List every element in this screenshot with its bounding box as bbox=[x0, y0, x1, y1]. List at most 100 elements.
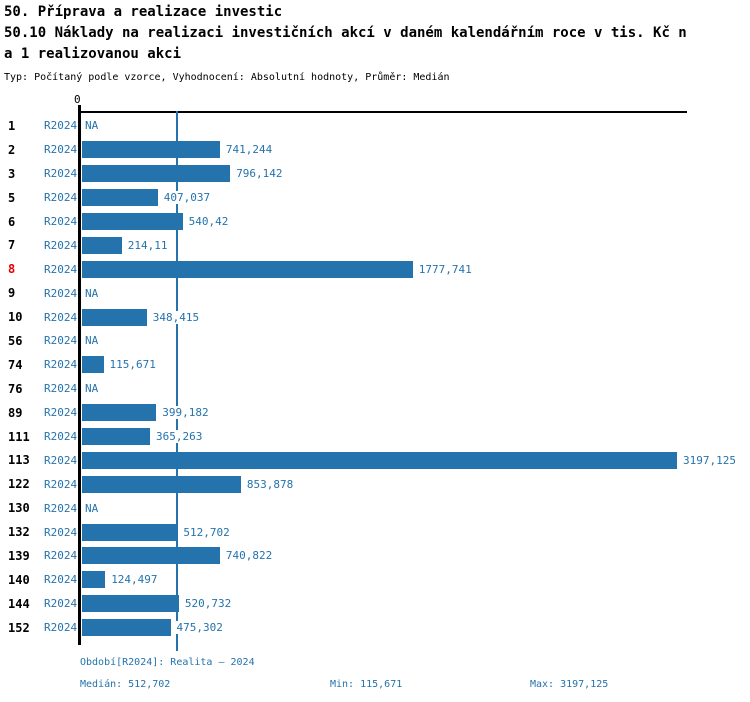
row-period-label: R2024 bbox=[44, 215, 78, 228]
chart-row: 144 R2024 520,732 bbox=[0, 592, 750, 616]
row-period-label: R2024 bbox=[44, 262, 78, 276]
chart-row: 3 R2024 796,142 bbox=[0, 162, 750, 186]
row-category-label: 152 bbox=[8, 620, 30, 635]
chart-row: 74 R2024 115,671 bbox=[0, 353, 750, 377]
row-bar-zone: 115,671 bbox=[80, 353, 750, 377]
row-bar-zone: 853,878 bbox=[80, 472, 750, 496]
row-category-label: 3 bbox=[8, 166, 16, 181]
row-bar-zone: NA bbox=[80, 114, 750, 138]
row-period-label: R2024 bbox=[44, 167, 78, 181]
bar-value-label: 853,878 bbox=[245, 477, 295, 491]
bar-value-label: 3197,125 bbox=[682, 453, 737, 467]
chart-row: 2 R2024 741,244 bbox=[0, 138, 750, 162]
row-bar-zone: 540,42 bbox=[80, 210, 750, 234]
stat-median: Medián: 512,702 bbox=[80, 679, 171, 690]
bar-value-label: 407,037 bbox=[162, 191, 212, 205]
row-category-label: 10 bbox=[8, 310, 23, 325]
value-bar bbox=[82, 475, 241, 493]
bar-value-label: 740,822 bbox=[224, 549, 274, 563]
row-category-label: 130 bbox=[8, 501, 30, 516]
row-bar-zone: 741,244 bbox=[80, 138, 750, 162]
bar-value-label: 365,263 bbox=[155, 430, 204, 444]
value-bar bbox=[82, 571, 106, 589]
row-period-label: R2024 bbox=[44, 382, 78, 396]
chart-row: 76 R2024 NA bbox=[0, 377, 750, 401]
row-category-label: 113 bbox=[8, 453, 30, 468]
row-bar-zone: 796,142 bbox=[80, 162, 750, 186]
y-axis-line bbox=[78, 105, 81, 645]
indicator-title-line-2: a 1 realizovanou akci bbox=[4, 46, 182, 62]
value-bar bbox=[82, 451, 677, 469]
x-axis-line bbox=[80, 111, 687, 113]
chart-row: 7 R2024 214,11 bbox=[0, 233, 750, 257]
row-bar-zone: 124,497 bbox=[80, 568, 750, 592]
indicator-title-line-1: 50.10 Náklady na realizaci investičních … bbox=[4, 25, 687, 41]
row-period-label: R2024 bbox=[44, 238, 78, 252]
row-period-label: R2024 bbox=[44, 119, 78, 133]
row-category-label: 5 bbox=[8, 190, 16, 205]
chart-row: 10 R2024 348,415 bbox=[0, 305, 750, 329]
row-category-label: 9 bbox=[8, 286, 16, 301]
value-bar bbox=[82, 595, 179, 613]
na-label: NA bbox=[84, 286, 100, 300]
row-bar-zone: NA bbox=[80, 377, 750, 401]
value-bar bbox=[82, 547, 220, 565]
row-period-label: R2024 bbox=[44, 334, 78, 348]
chart-row: 89 R2024 399,182 bbox=[0, 401, 750, 425]
bar-value-label: 348,415 bbox=[151, 310, 201, 324]
median-reference-line bbox=[176, 111, 178, 651]
stat-min: Min: 115,671 bbox=[330, 679, 403, 690]
value-bar bbox=[82, 356, 104, 374]
bar-value-label: 475,302 bbox=[175, 621, 224, 635]
bar-value-label: 115,671 bbox=[108, 358, 157, 372]
bar-value-label: 124,497 bbox=[110, 573, 159, 587]
row-bar-zone: 365,263 bbox=[80, 425, 750, 449]
chart-row: 56 R2024 NA bbox=[0, 329, 750, 353]
na-label: NA bbox=[84, 119, 100, 133]
value-bar bbox=[82, 165, 231, 183]
row-category-label: 132 bbox=[8, 525, 30, 540]
value-bar bbox=[82, 260, 413, 278]
row-category-label: 111 bbox=[8, 429, 30, 444]
row-bar-zone: NA bbox=[80, 281, 750, 305]
value-bar bbox=[82, 619, 171, 637]
chart-row: 111 R2024 365,263 bbox=[0, 425, 750, 449]
na-label: NA bbox=[84, 334, 100, 348]
row-bar-zone: 3197,125 bbox=[80, 448, 750, 472]
row-category-label: 74 bbox=[8, 357, 23, 372]
row-category-label: 7 bbox=[8, 238, 16, 253]
chart-row: 139 R2024 740,822 bbox=[0, 544, 750, 568]
x-axis-zero-tick-label: 0 bbox=[74, 93, 81, 106]
row-bar-zone: 399,182 bbox=[80, 401, 750, 425]
row-bar-zone: 475,302 bbox=[80, 616, 750, 640]
bar-value-label: 796,142 bbox=[235, 167, 284, 181]
row-period-label: R2024 bbox=[44, 358, 78, 372]
chart-row: 113 R2024 3197,125 bbox=[0, 448, 750, 472]
value-bar bbox=[82, 141, 220, 159]
row-bar-zone: 512,702 bbox=[80, 520, 750, 544]
row-period-label: R2024 bbox=[44, 406, 78, 420]
row-category-label: 8 bbox=[8, 262, 16, 277]
bar-value-label: 540,42 bbox=[187, 215, 230, 228]
bar-value-label: 520,732 bbox=[183, 597, 233, 611]
value-bar bbox=[82, 213, 183, 230]
row-period-label: R2024 bbox=[44, 501, 78, 515]
chapter-title: 50. Příprava a realizace investic bbox=[4, 4, 283, 20]
value-bar bbox=[82, 428, 150, 446]
row-period-label: R2024 bbox=[44, 430, 78, 444]
chart-row: 8 R2024 1777,741 bbox=[0, 257, 750, 281]
na-label: NA bbox=[84, 382, 100, 396]
stat-max: Max: 3197,125 bbox=[530, 679, 609, 690]
bar-value-label: 512,702 bbox=[182, 525, 231, 539]
bar-value-label: 1777,741 bbox=[417, 262, 473, 276]
chart-row: 6 R2024 540,42 bbox=[0, 210, 750, 234]
row-category-label: 144 bbox=[8, 596, 30, 611]
row-period-label: R2024 bbox=[44, 310, 78, 324]
row-category-label: 89 bbox=[8, 405, 23, 420]
row-bar-zone: 348,415 bbox=[80, 305, 750, 329]
row-period-label: R2024 bbox=[44, 286, 78, 300]
row-period-label: R2024 bbox=[44, 573, 78, 587]
chart-row: 9 R2024 NA bbox=[0, 281, 750, 305]
row-category-label: 140 bbox=[8, 572, 30, 587]
row-category-label: 1 bbox=[8, 118, 16, 133]
